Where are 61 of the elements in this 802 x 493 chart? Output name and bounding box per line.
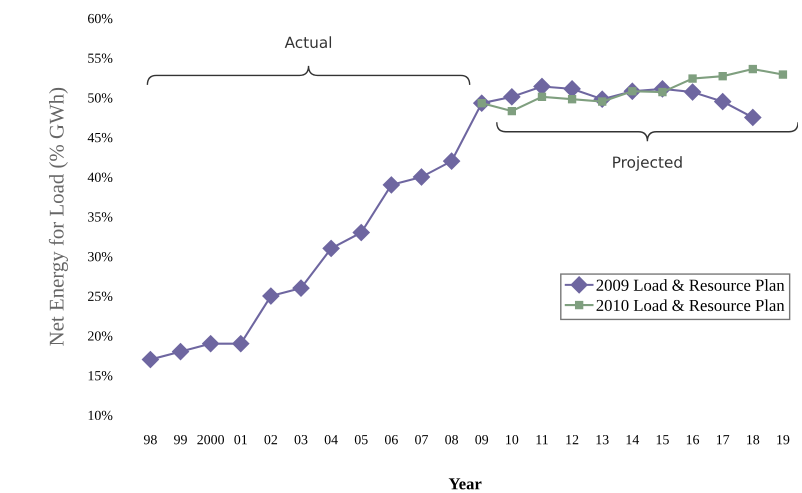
y-tick-label: 40% [88, 172, 112, 182]
point [688, 74, 697, 83]
x-tick-label: 04 [324, 434, 338, 444]
point [322, 240, 340, 257]
legend-label: 2010 Load & Resource Plan [596, 299, 784, 312]
x-tick-label: 06 [384, 434, 398, 444]
point [748, 64, 757, 74]
point [382, 176, 400, 194]
point [352, 224, 370, 242]
y-tick-label: 60% [88, 14, 112, 24]
x-tick-label: 08 [445, 434, 458, 444]
point [172, 343, 190, 360]
y-tick-label: 15% [88, 371, 112, 380]
x-tick-label: 14 [626, 435, 640, 444]
legend-label: 2009 Load & Resource Plan [596, 279, 784, 291]
x-tick-label: 05 [354, 434, 368, 444]
point [718, 72, 727, 80]
point [508, 106, 516, 116]
x-tick-label: 18 [747, 434, 760, 444]
y-tick-label: 30% [88, 252, 112, 262]
y-tick-label: 35% [88, 212, 112, 222]
point [443, 152, 460, 170]
x-tick-label: 01 [234, 434, 247, 444]
point [202, 335, 220, 352]
x-tick-label: 13 [596, 434, 609, 444]
point [292, 280, 310, 297]
point [684, 84, 702, 101]
point [568, 95, 576, 104]
y-tick-label: 25% [88, 292, 112, 302]
x-tick-label: 12 [566, 434, 578, 444]
x-tick-label: 19 [777, 434, 790, 444]
annotation: Actual [284, 36, 332, 48]
annotation: Projected [613, 156, 682, 171]
x-tick-label: 07 [415, 434, 428, 444]
x-tick-label: 10 [506, 434, 518, 444]
x-axis-title: Year [448, 478, 482, 490]
y-tick-label: 50% [88, 93, 112, 103]
y-tick-label: 45% [88, 132, 112, 142]
point [714, 93, 732, 110]
point [232, 335, 250, 352]
point [412, 168, 430, 186]
point [142, 350, 159, 368]
x-tick-label: 16 [686, 434, 700, 444]
point [503, 88, 520, 106]
x-tick-label: 98 [144, 434, 157, 444]
point [744, 108, 762, 126]
x-tick-label: 99 [174, 434, 187, 444]
y-tick-label: 55% [88, 54, 112, 63]
point [778, 70, 788, 79]
x-tick-label: 11 [536, 435, 548, 444]
point [538, 92, 546, 101]
x-tick-label: 2000 [197, 434, 224, 444]
y-axis-title: Net Energy for Load (% GWh) [48, 88, 68, 346]
x-tick-label: 09 [475, 434, 488, 444]
y-tick-label: 10% [88, 410, 112, 420]
x-tick-label: 03 [294, 434, 308, 444]
y-tick-label: 20% [88, 331, 112, 341]
x-tick-label: 02 [264, 434, 278, 444]
point [262, 287, 280, 305]
x-tick-label: 15 [656, 435, 669, 444]
x-tick-label: 17 [716, 435, 730, 444]
